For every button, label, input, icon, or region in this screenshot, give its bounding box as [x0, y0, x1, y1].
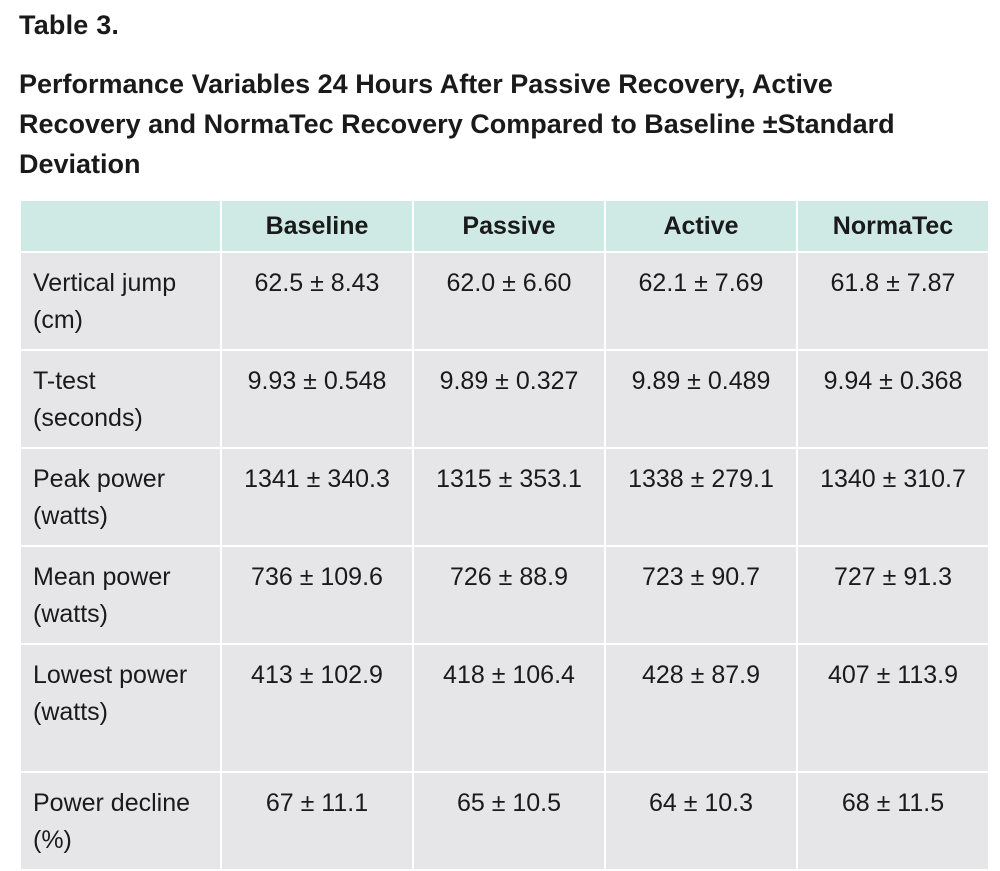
normatec-value: 61.8 ± 7.87	[796, 251, 990, 351]
passive-value: 1315 ± 353.1	[412, 447, 606, 547]
baseline-value: 62.5 ± 8.43	[220, 251, 414, 351]
active-value: 1338 ± 279.1	[604, 447, 798, 547]
table-row: Mean power (watts) 736 ± 109.6 726 ± 88.…	[19, 545, 990, 645]
table-label: Table 3.	[19, 10, 120, 40]
active-value: 723 ± 90.7	[604, 545, 798, 645]
table-row: Vertical jump (cm) 62.5 ± 8.43 62.0 ± 6.…	[19, 251, 990, 351]
passive-value: 9.89 ± 0.327	[412, 349, 606, 449]
row-label: Mean power (watts)	[19, 545, 222, 645]
passive-value: 65 ± 10.5	[412, 771, 606, 871]
active-value: 428 ± 87.9	[604, 643, 798, 773]
normatec-value: 727 ± 91.3	[796, 545, 990, 645]
baseline-value: 736 ± 109.6	[220, 545, 414, 645]
active-value: 64 ± 10.3	[604, 771, 798, 871]
table-row: T-test (seconds) 9.93 ± 0.548 9.89 ± 0.3…	[19, 349, 990, 449]
passive-value: 418 ± 106.4	[412, 643, 606, 773]
table-row: Power decline (%) 67 ± 11.1 65 ± 10.5 64…	[19, 771, 990, 871]
active-value: 62.1 ± 7.69	[604, 251, 798, 351]
normatec-value: 68 ± 11.5	[796, 771, 990, 871]
header-row: Baseline Passive Active NormaTec	[19, 199, 990, 253]
baseline-value: 9.93 ± 0.548	[220, 349, 414, 449]
column-header-active: Active	[604, 199, 798, 253]
column-header-normatec: NormaTec	[796, 199, 990, 253]
row-label: Power decline (%)	[19, 771, 222, 871]
table-row: Lowest power (watts) 413 ± 102.9 418 ± 1…	[19, 643, 990, 773]
active-value: 9.89 ± 0.489	[604, 349, 798, 449]
passive-value: 62.0 ± 6.60	[412, 251, 606, 351]
baseline-value: 67 ± 11.1	[220, 771, 414, 871]
table-title: Performance Variables 24 Hours After Pas…	[19, 69, 895, 179]
passive-value: 726 ± 88.9	[412, 545, 606, 645]
normatec-value: 9.94 ± 0.368	[796, 349, 990, 449]
normatec-value: 407 ± 113.9	[796, 643, 990, 773]
normatec-value: 1340 ± 310.7	[796, 447, 990, 547]
row-label: Peak power (watts)	[19, 447, 222, 547]
column-header-blank	[19, 199, 222, 253]
column-header-passive: Passive	[412, 199, 606, 253]
row-label: Vertical jump (cm)	[19, 251, 222, 351]
performance-table: Baseline Passive Active NormaTec Vertica…	[19, 199, 990, 871]
baseline-value: 413 ± 102.9	[220, 643, 414, 773]
baseline-value: 1341 ± 340.3	[220, 447, 414, 547]
row-label: T-test (seconds)	[19, 349, 222, 449]
table-row: Peak power (watts) 1341 ± 340.3 1315 ± 3…	[19, 447, 990, 547]
column-header-baseline: Baseline	[220, 199, 414, 253]
row-label: Lowest power (watts)	[19, 643, 222, 773]
